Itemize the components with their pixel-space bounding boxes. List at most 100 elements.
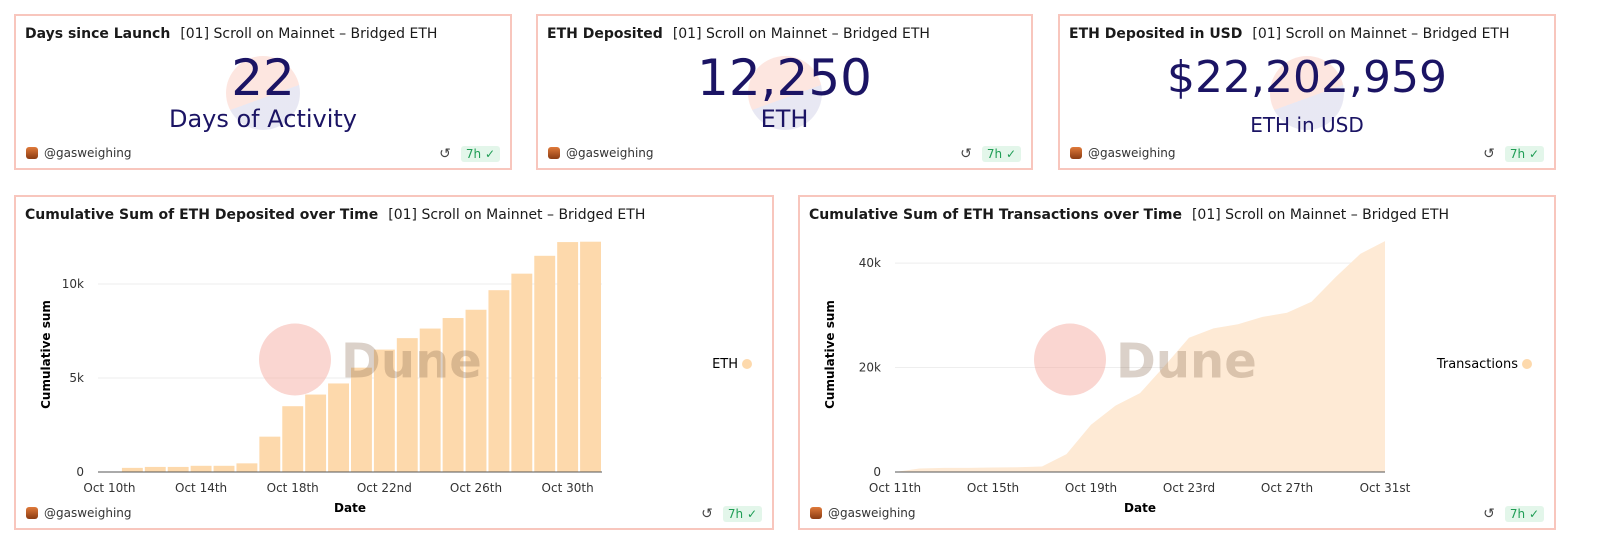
dune-watermark-icon <box>747 56 822 130</box>
author-name[interactable]: @gasweighing <box>566 146 654 160</box>
y-tick-label: 20k <box>859 361 881 375</box>
x-tick-label: Oct 14th <box>175 481 227 495</box>
bar <box>511 273 533 472</box>
bar <box>442 318 464 472</box>
chart-card-eth-deposited: Cumulative Sum of ETH Deposited over Tim… <box>14 195 774 530</box>
refresh-icon[interactable]: ↺ <box>960 146 972 162</box>
bar <box>373 349 395 472</box>
y-axis-label: Cumulative sum <box>39 300 53 409</box>
card-header: ETH Deposited in USD [01] Scroll on Mainn… <box>1069 26 1510 42</box>
watermark-text: Dune <box>341 334 482 390</box>
chart-card-eth-transactions: Cumulative Sum of ETH Transactions over … <box>798 195 1556 530</box>
card-title[interactable]: ETH Deposited in USD <box>1069 26 1243 42</box>
bar <box>190 465 212 472</box>
bar <box>534 255 556 472</box>
bar <box>167 466 189 472</box>
counter-value: 12,250 <box>697 49 872 107</box>
counter-label: ETH in USD <box>1250 113 1364 137</box>
watermark-text: Dune <box>1116 334 1257 390</box>
y-tick-label: 40k <box>859 256 881 270</box>
freshness-badge: 7h ✓ <box>981 146 1021 162</box>
refresh-icon[interactable]: ↺ <box>701 506 713 522</box>
counter-label: Days of Activity <box>168 105 358 133</box>
query-name[interactable]: [01] Scroll on Mainnet – Bridged ETH <box>1252 26 1510 42</box>
y-tick-label: 0 <box>76 465 84 479</box>
bar <box>557 242 579 472</box>
dune-watermark-icon <box>1270 56 1344 130</box>
chart-title[interactable]: Cumulative Sum of ETH Deposited over Tim… <box>25 207 379 223</box>
author[interactable]: @gasweighing <box>26 506 132 520</box>
avatar <box>1070 147 1082 159</box>
query-name[interactable]: [01] Scroll on Mainnet – Bridged ETH <box>672 26 930 42</box>
avatar <box>26 507 38 519</box>
legend-label: ETH <box>712 357 738 372</box>
card-header: Cumulative Sum of ETH Transactions over … <box>809 207 1449 223</box>
bar-chart: 0 5k 10k Dune Oct 10th Oct 14th Oct 18th Oct 22… <box>39 241 752 515</box>
y-axis-label: Cumulative sum <box>823 300 837 409</box>
freshness-badge: 7h ✓ <box>722 506 762 522</box>
x-tick-label: Oct 22nd <box>357 481 412 495</box>
x-tick-label: Oct 23rd <box>1163 481 1215 495</box>
x-tick-label: Oct 31st <box>1360 481 1411 495</box>
bar <box>419 328 441 472</box>
author[interactable]: @gasweighing <box>548 146 654 160</box>
legend-swatch <box>1522 359 1532 369</box>
author-name[interactable]: @gasweighing <box>44 506 132 520</box>
y-tick-label: 5k <box>69 371 84 385</box>
card-header: ETH Deposited [01] Scroll on Mainnet – Br… <box>547 26 930 42</box>
bar <box>351 367 372 472</box>
x-tick-label: Oct 27th <box>1261 481 1313 495</box>
x-tick-label: Oct 10th <box>83 481 135 495</box>
bar <box>213 465 235 472</box>
card-header: Days since Launch [01] Scroll on Mainnet … <box>25 26 437 42</box>
check-circle-icon: ✓ <box>484 147 495 161</box>
author[interactable]: @gasweighing <box>26 146 132 160</box>
check-circle-icon: ✓ <box>1528 147 1539 161</box>
freshness-badge: 7h ✓ <box>1504 146 1544 162</box>
refresh-icon[interactable]: ↺ <box>439 146 451 162</box>
avatar <box>548 147 560 159</box>
card-title[interactable]: Days since Launch <box>25 26 171 42</box>
x-tick-label: Oct 15th <box>967 481 1019 495</box>
counter-card-usd: ETH Deposited in USD [01] Scroll on Mainn… <box>1058 14 1556 170</box>
card-header: Cumulative Sum of ETH Deposited over Tim… <box>25 207 645 223</box>
x-axis-label: Date <box>1124 501 1156 515</box>
freshness-badge: 7h ✓ <box>1504 506 1544 522</box>
query-name[interactable]: [01] Scroll on Mainnet – Bridged ETH <box>180 26 438 42</box>
counter-value: $22,202,959 <box>1167 52 1447 103</box>
card-title[interactable]: ETH Deposited <box>547 26 663 42</box>
query-name[interactable]: [01] Scroll on Mainnet – Bridged ETH <box>388 207 646 223</box>
dune-watermark-icon <box>1034 323 1106 396</box>
author-name[interactable]: @gasweighing <box>44 146 132 160</box>
x-tick-label: Oct 30th <box>542 481 594 495</box>
bar <box>580 241 601 472</box>
author[interactable]: @gasweighing <box>810 506 916 520</box>
y-tick-label: 0 <box>873 465 881 479</box>
counter-value: 22 <box>231 49 295 107</box>
freshness-badge: 7h ✓ <box>460 146 500 162</box>
chart-title[interactable]: Cumulative Sum of ETH Transactions over … <box>809 207 1182 223</box>
counter-card-days: Days since Launch [01] Scroll on Mainnet … <box>14 14 512 170</box>
bar <box>259 436 281 472</box>
x-tick-label: Oct 11th <box>869 481 921 495</box>
check-circle-icon: ✓ <box>1528 507 1539 521</box>
x-tick-label: Oct 26th <box>450 481 502 495</box>
refresh-icon[interactable]: ↺ <box>1483 146 1495 162</box>
author-name[interactable]: @gasweighing <box>828 506 916 520</box>
query-name[interactable]: [01] Scroll on Mainnet – Bridged ETH <box>1191 207 1450 223</box>
bar <box>144 466 166 472</box>
y-tick-label: 10k <box>62 277 84 291</box>
check-circle-icon: ✓ <box>1005 147 1016 161</box>
author-name[interactable]: @gasweighing <box>1088 146 1176 160</box>
x-axis-label: Date <box>334 501 366 515</box>
counter-label: ETH <box>760 105 809 133</box>
author[interactable]: @gasweighing <box>1070 146 1176 160</box>
avatar <box>26 147 38 159</box>
area-chart: 0 20k 40k Dune Oct 11th Oct 15th Oct 19th Oct 2… <box>823 241 1532 515</box>
check-circle-icon: ✓ <box>746 507 757 521</box>
counter-card-eth: ETH Deposited [01] Scroll on Mainnet – Br… <box>536 14 1033 170</box>
refresh-icon[interactable]: ↺ <box>1483 506 1495 522</box>
bar <box>121 467 143 472</box>
bar <box>282 406 304 472</box>
area-series <box>895 241 1385 472</box>
